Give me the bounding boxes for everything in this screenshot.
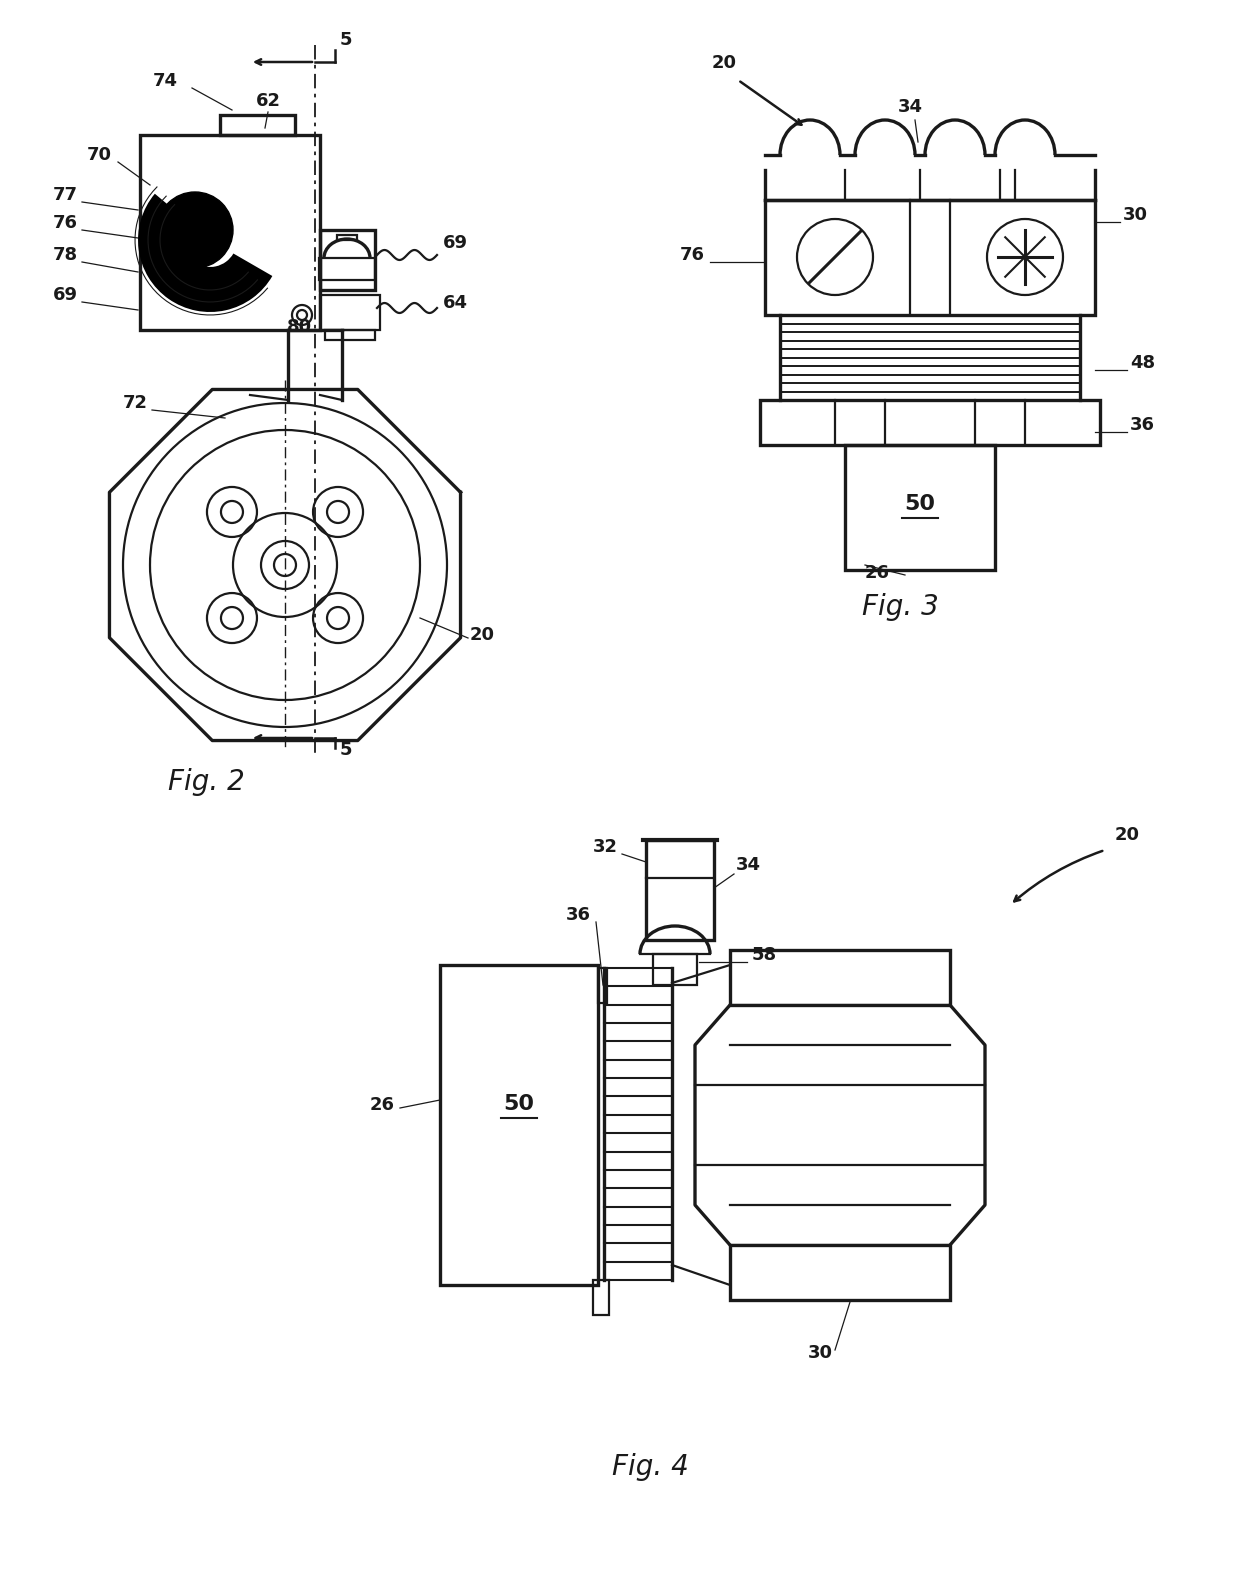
Bar xyxy=(319,258,374,280)
Text: 78: 78 xyxy=(53,247,78,264)
Bar xyxy=(140,134,320,330)
Text: 20: 20 xyxy=(712,54,737,73)
Text: 5: 5 xyxy=(340,741,352,759)
Bar xyxy=(320,296,379,330)
Text: 70: 70 xyxy=(87,145,112,164)
Text: 74: 74 xyxy=(153,73,179,90)
Bar xyxy=(219,115,295,134)
Text: 64: 64 xyxy=(443,294,467,311)
Text: 50: 50 xyxy=(503,1094,534,1115)
Text: Fig. 3: Fig. 3 xyxy=(862,593,939,621)
Bar xyxy=(730,950,950,1006)
Circle shape xyxy=(157,191,233,269)
Text: 20: 20 xyxy=(470,626,495,643)
Text: 76: 76 xyxy=(680,247,706,264)
Text: 72: 72 xyxy=(123,394,148,413)
Bar xyxy=(844,444,994,571)
Bar xyxy=(598,968,608,1002)
Text: 30: 30 xyxy=(807,1344,832,1361)
Text: 26: 26 xyxy=(866,564,890,582)
Text: 32: 32 xyxy=(593,838,618,855)
Text: Fig. 4: Fig. 4 xyxy=(613,1453,688,1481)
Text: 5: 5 xyxy=(340,32,352,49)
Wedge shape xyxy=(138,194,273,311)
Bar xyxy=(730,1244,950,1300)
Bar xyxy=(337,236,357,240)
Bar xyxy=(325,330,374,340)
Bar xyxy=(765,201,1095,315)
Text: 58: 58 xyxy=(751,945,777,964)
Text: 69: 69 xyxy=(443,234,467,251)
Bar xyxy=(760,400,1100,444)
Text: 50: 50 xyxy=(904,493,935,514)
Text: 80: 80 xyxy=(286,318,312,337)
Bar xyxy=(440,964,598,1285)
Bar xyxy=(646,840,714,941)
Bar xyxy=(593,1281,609,1315)
Text: 77: 77 xyxy=(53,187,78,204)
Text: 48: 48 xyxy=(1130,354,1156,372)
Text: 20: 20 xyxy=(1115,825,1140,844)
Text: Fig. 2: Fig. 2 xyxy=(167,768,244,795)
Text: 26: 26 xyxy=(370,1096,396,1115)
Text: 62: 62 xyxy=(255,92,280,111)
Circle shape xyxy=(298,310,308,319)
Text: 76: 76 xyxy=(53,213,78,232)
Bar xyxy=(653,953,697,985)
Text: 34: 34 xyxy=(898,98,923,115)
Text: 30: 30 xyxy=(1123,206,1148,225)
Bar xyxy=(320,229,374,289)
Text: 34: 34 xyxy=(737,855,761,874)
Text: 36: 36 xyxy=(565,906,591,923)
Text: 69: 69 xyxy=(53,286,78,304)
Text: 36: 36 xyxy=(1130,416,1154,435)
